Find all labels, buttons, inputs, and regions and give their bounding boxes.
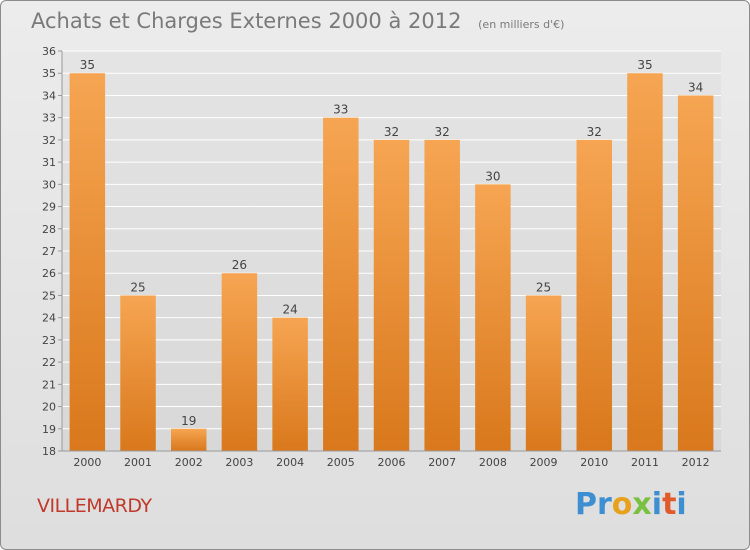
x-tick-label: 2002: [175, 456, 203, 469]
data-label-2000: 35: [80, 58, 95, 72]
y-tick-label: 32: [42, 134, 56, 147]
y-tick-label: 28: [42, 223, 56, 236]
data-label-2004: 24: [282, 303, 297, 317]
y-tick-label: 25: [42, 289, 56, 302]
logo-letter: i: [676, 487, 687, 522]
y-tick-label: 30: [42, 178, 56, 191]
bar-2003: [221, 273, 258, 451]
chart-title: Achats et Charges Externes 2000 à 2012 (…: [31, 9, 564, 33]
y-tick-label: 26: [42, 267, 56, 280]
bar-2008: [475, 184, 511, 452]
data-label-2010: 32: [587, 125, 602, 139]
bar-2005: [323, 117, 359, 452]
x-tick-label: 2012: [682, 456, 710, 469]
bar-2002: [170, 428, 207, 451]
data-label-2006: 32: [384, 125, 399, 139]
data-label-2003: 26: [232, 258, 247, 272]
data-label-2011: 35: [637, 58, 652, 72]
logo-letter: P: [575, 487, 597, 522]
bar-2010: [576, 139, 613, 451]
y-tick-label: 31: [42, 156, 56, 169]
x-tick-label: 2000: [73, 456, 101, 469]
y-tick-label: 22: [42, 356, 56, 369]
bar-2000: [69, 73, 106, 451]
y-tick-label: 27: [42, 245, 56, 258]
chart-unit-text: (en milliers d'€): [478, 18, 565, 31]
bar-2012: [677, 95, 714, 451]
y-tick-label: 21: [42, 378, 56, 391]
y-tick-label: 20: [42, 401, 56, 414]
y-axis-ticks: 18 19 20 21 22 23 24 25 26 27 28 29 30 31 32 33 34 35 36: [42, 45, 62, 458]
data-label-2005: 33: [333, 103, 348, 117]
data-label-2001: 25: [130, 280, 145, 294]
data-label-2008: 30: [485, 169, 500, 183]
logo-letter: o: [611, 487, 633, 522]
y-tick-label: 19: [42, 423, 56, 436]
y-tick-label: 33: [42, 112, 56, 125]
x-tick-label: 2011: [631, 456, 659, 469]
y-tick-label: 23: [42, 334, 56, 347]
data-label-2002: 19: [181, 414, 196, 428]
data-label-2007: 32: [435, 125, 450, 139]
y-tick-label: 24: [42, 312, 56, 325]
x-axis-ticks: 2000 2001 2002 2003 2004 2005 2006 2007 2008 2009…: [73, 456, 709, 469]
data-label-2009: 25: [536, 280, 551, 294]
y-tick-label: 18: [42, 445, 56, 458]
y-tick-label: 35: [42, 67, 56, 80]
chart-title-text: Achats et Charges Externes 2000 à 2012: [31, 9, 462, 33]
bar-2011: [627, 73, 663, 451]
bar-2001: [120, 295, 156, 451]
logo-letter: t: [662, 487, 677, 522]
bar-2006: [373, 139, 410, 451]
x-tick-label: 2006: [378, 456, 406, 469]
logo-letter: x: [632, 487, 652, 522]
commune-name: VILLEMARDY: [37, 495, 152, 517]
bar-2009: [525, 295, 562, 451]
x-tick-label: 2001: [124, 456, 152, 469]
data-labels: 35 25 19 26 24 33 32 32 30 25 32 35 34: [80, 58, 704, 428]
y-tick-label: 29: [42, 201, 56, 214]
bar-2004: [272, 317, 308, 451]
x-tick-label: 2004: [276, 456, 304, 469]
logo-letter: i: [651, 487, 663, 522]
y-tick-label: 34: [42, 89, 56, 102]
y-tick-label: 36: [42, 45, 56, 58]
x-tick-label: 2008: [479, 456, 507, 469]
bar-2007: [424, 139, 460, 451]
bars: [69, 73, 714, 452]
logo-letter: r: [597, 487, 612, 522]
x-tick-label: 2007: [428, 456, 456, 469]
x-tick-label: 2003: [225, 456, 253, 469]
x-tick-label: 2010: [580, 456, 608, 469]
x-tick-label: 2005: [327, 456, 355, 469]
x-tick-label: 2009: [530, 456, 558, 469]
proxiti-logo[interactable]: Proxiti: [575, 487, 687, 522]
data-label-2012: 34: [688, 80, 703, 94]
